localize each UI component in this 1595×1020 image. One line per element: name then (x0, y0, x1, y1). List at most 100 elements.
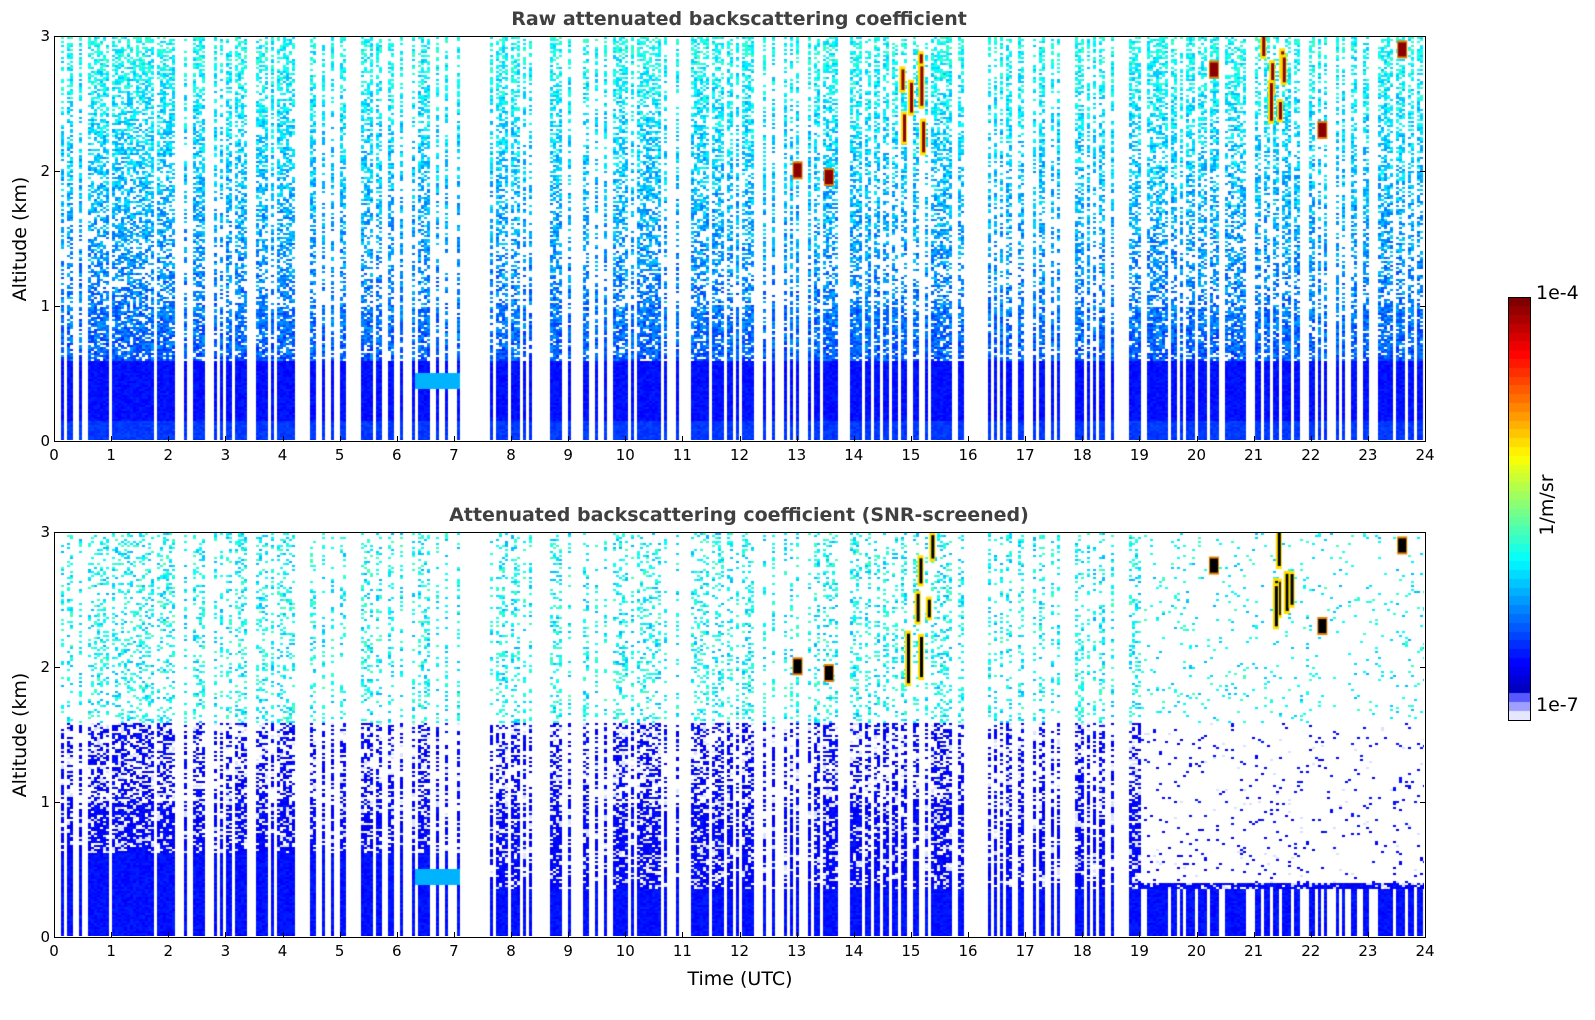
y-tick-label: 1 (40, 297, 50, 315)
x-tick-label: 4 (277, 942, 288, 960)
x-tick-label: 10 (615, 942, 635, 960)
bottom-panel-title: Attenuated backscattering coefficient (S… (449, 504, 1029, 526)
x-tick (1025, 436, 1027, 442)
x-tick-label: 16 (958, 942, 978, 960)
x-tick-label: 9 (563, 446, 573, 464)
y-tick (54, 532, 60, 533)
x-tick (1425, 436, 1426, 442)
x-tick-label: 0 (49, 942, 59, 960)
y-tick-label: 2 (40, 658, 50, 676)
x-tick-label: 24 (1415, 446, 1435, 464)
x-tick (1367, 932, 1369, 938)
x-tick (111, 436, 113, 442)
x-tick-label: 19 (1129, 942, 1149, 960)
x-tick-label: 0 (49, 446, 59, 464)
y-tick (54, 802, 60, 803)
x-tick (282, 436, 284, 442)
y-tick (1420, 532, 1426, 533)
x-tick-label: 22 (1301, 942, 1321, 960)
x-tick-label: 12 (729, 446, 750, 464)
x-tick-label: 15 (901, 446, 921, 464)
x-tick-label: 11 (672, 446, 692, 464)
y-tick-label: 1 (40, 793, 50, 811)
x-tick-label: 3 (220, 446, 231, 464)
x-tick-label: 3 (220, 942, 231, 960)
y-tick-label: 3 (40, 523, 50, 541)
x-tick (1253, 436, 1255, 442)
y-tick (54, 306, 60, 307)
x-tick (853, 436, 855, 442)
x-tick-label: 16 (958, 446, 978, 464)
x-tick-label: 5 (334, 942, 345, 960)
x-tick-label: 24 (1415, 942, 1435, 960)
x-tick (168, 932, 170, 938)
x-tick-label: 2 (163, 446, 174, 464)
x-tick-label: 22 (1301, 446, 1321, 464)
x-tick (54, 436, 55, 442)
x-tick (453, 436, 455, 442)
x-tick (396, 436, 398, 442)
y-tick (54, 667, 60, 668)
x-tick-label: 13 (787, 942, 807, 960)
x-tick (168, 436, 170, 442)
y-tick (1420, 937, 1426, 938)
x-tick-label: 1 (106, 446, 116, 464)
bottom-panel-x-axis-label: Time (UTC) (687, 968, 793, 990)
x-tick (796, 932, 798, 938)
x-tick (568, 436, 570, 442)
x-tick-label: 19 (1129, 446, 1149, 464)
x-tick (853, 932, 855, 938)
x-tick-label: 8 (506, 446, 516, 464)
x-tick (1196, 436, 1198, 442)
x-tick-label: 11 (672, 942, 692, 960)
x-tick (1196, 932, 1198, 938)
top-panel-y-axis-label: Altitude (km) (9, 176, 31, 302)
x-tick (1082, 436, 1084, 442)
top-panel-heatmap (55, 37, 1424, 440)
x-tick (111, 932, 113, 938)
x-tick (739, 436, 741, 442)
y-tick (54, 441, 60, 442)
x-tick-label: 7 (449, 942, 459, 960)
x-tick-label: 9 (563, 942, 573, 960)
colorbar-max-label: 1e-4 (1536, 282, 1579, 304)
x-tick-label: 12 (729, 942, 750, 960)
y-tick (1420, 306, 1426, 307)
x-tick (453, 932, 455, 938)
x-tick-label: 4 (277, 446, 288, 464)
bottom-panel-heatmap (55, 533, 1424, 936)
y-tick (1420, 441, 1426, 442)
x-tick (1310, 932, 1312, 938)
y-tick (54, 171, 60, 172)
x-tick (1139, 436, 1141, 442)
x-tick-label: 7 (449, 446, 459, 464)
colorbar-min-label: 1e-7 (1536, 694, 1579, 716)
x-tick-label: 23 (1358, 942, 1378, 960)
bottom-panel-plot-area (54, 532, 1426, 938)
x-tick (1139, 932, 1141, 938)
x-tick (968, 436, 969, 442)
x-tick (54, 932, 55, 938)
x-tick-label: 5 (334, 446, 345, 464)
x-tick-label: 15 (901, 942, 921, 960)
x-tick (1025, 932, 1027, 938)
x-tick-label: 21 (1244, 446, 1264, 464)
x-tick (796, 436, 798, 442)
x-tick (511, 436, 512, 442)
x-tick (682, 436, 684, 442)
x-tick (339, 436, 341, 442)
x-tick-label: 6 (391, 942, 402, 960)
x-tick-label: 20 (1186, 446, 1207, 464)
x-tick-label: 1 (106, 942, 116, 960)
y-tick (1420, 802, 1426, 803)
x-tick (1425, 932, 1426, 938)
x-tick (396, 932, 398, 938)
x-tick (511, 932, 512, 938)
x-tick (739, 932, 741, 938)
x-tick-label: 18 (1072, 446, 1092, 464)
x-tick (225, 436, 227, 442)
x-tick (625, 932, 627, 938)
x-tick (1082, 932, 1084, 938)
x-tick (625, 436, 627, 442)
x-tick-label: 21 (1244, 942, 1264, 960)
